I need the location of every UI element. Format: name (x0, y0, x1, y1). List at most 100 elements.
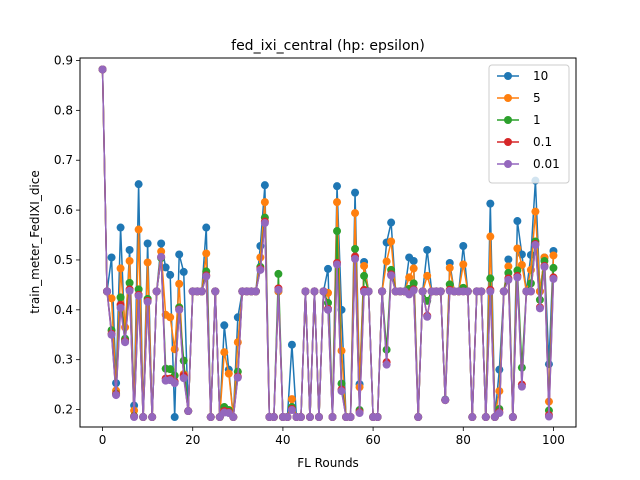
data-point (305, 413, 314, 422)
data-point (166, 313, 175, 322)
data-point (296, 413, 305, 422)
data-point (202, 223, 211, 232)
data-point (486, 287, 495, 296)
data-point (328, 413, 337, 422)
data-point (157, 247, 166, 256)
data-point (125, 256, 134, 265)
data-point (310, 287, 319, 296)
data-point (459, 241, 468, 250)
data-point (531, 207, 540, 216)
data-point (260, 181, 269, 190)
data-point (125, 278, 134, 287)
data-point (409, 286, 418, 295)
legend-label: 0.01 (533, 157, 560, 171)
data-point (274, 269, 283, 278)
data-point (531, 240, 540, 249)
data-point (504, 275, 513, 284)
data-point (355, 409, 364, 418)
data-point (202, 272, 211, 281)
data-point (251, 287, 260, 296)
data-point (486, 232, 495, 241)
chart-title: fed_ixi_central (hp: epsilon) (231, 38, 425, 54)
data-point (504, 268, 513, 277)
y-tick-label: 0.8 (54, 103, 73, 117)
data-point (283, 413, 292, 422)
data-point (526, 279, 535, 288)
data-point (143, 297, 152, 306)
data-point (423, 245, 432, 254)
y-tick-label: 0.2 (54, 403, 73, 417)
data-point (287, 406, 296, 415)
data-point (382, 360, 391, 369)
data-point (418, 287, 427, 296)
data-point (351, 188, 360, 197)
data-point (220, 321, 229, 330)
data-point (504, 255, 513, 264)
data-point (495, 365, 504, 374)
data-point (314, 413, 323, 422)
y-tick-label: 0.7 (54, 153, 73, 167)
data-point (504, 262, 513, 271)
legend-item: 5 (497, 91, 541, 105)
legend-marker (504, 138, 512, 146)
data-point (256, 265, 265, 274)
data-point (463, 287, 472, 296)
data-point (116, 293, 125, 302)
data-point (544, 412, 553, 421)
data-point (468, 413, 477, 422)
legend-label: 5 (533, 91, 541, 105)
data-point (499, 287, 508, 296)
data-point (143, 258, 152, 267)
data-point (414, 413, 423, 422)
y-axis: 0.2 0.3 0.4 0.5 0.6 0.7 0.8 0.9 (54, 53, 80, 417)
x-axis-label: FL Rounds (297, 456, 359, 470)
legend: 10 5 1 0.1 0.01 (488, 64, 570, 184)
data-point (184, 407, 193, 416)
data-point (319, 287, 328, 296)
data-point (179, 374, 188, 383)
data-point (170, 379, 179, 388)
data-point (148, 413, 157, 422)
data-point (387, 218, 396, 227)
data-point (301, 287, 310, 296)
data-point (441, 396, 450, 405)
data-point (549, 251, 558, 260)
data-point (544, 360, 553, 369)
data-point (224, 369, 233, 378)
legend-label: 1 (533, 113, 541, 127)
data-point (477, 287, 486, 296)
data-point (166, 365, 175, 374)
data-point (220, 348, 229, 357)
data-point (107, 253, 116, 262)
data-point (508, 413, 517, 422)
data-point (103, 287, 112, 296)
data-point (513, 266, 522, 275)
x-tick-label: 60 (365, 433, 380, 447)
data-point (481, 413, 490, 422)
data-point (134, 285, 143, 294)
legend-item: 0.01 (497, 157, 560, 171)
x-tick-label: 80 (456, 433, 471, 447)
y-tick-label: 0.5 (54, 253, 73, 267)
data-point (409, 256, 418, 265)
data-point (116, 303, 125, 312)
legend-marker (504, 160, 512, 168)
data-point (337, 387, 346, 396)
data-point (233, 373, 242, 382)
data-point (517, 382, 526, 391)
x-axis: 0 20 40 60 80 100 (99, 427, 565, 447)
data-point (229, 413, 238, 422)
x-tick-label: 20 (185, 433, 200, 447)
legend-label: 10 (533, 69, 548, 83)
y-tick-label: 0.9 (54, 53, 73, 67)
data-point (378, 287, 387, 296)
data-point (202, 249, 211, 258)
data-point (382, 257, 391, 266)
data-point (486, 274, 495, 283)
x-tick-label: 40 (275, 433, 290, 447)
data-point (409, 279, 418, 288)
data-point (166, 270, 175, 279)
data-point (445, 280, 454, 289)
data-point (134, 225, 143, 234)
